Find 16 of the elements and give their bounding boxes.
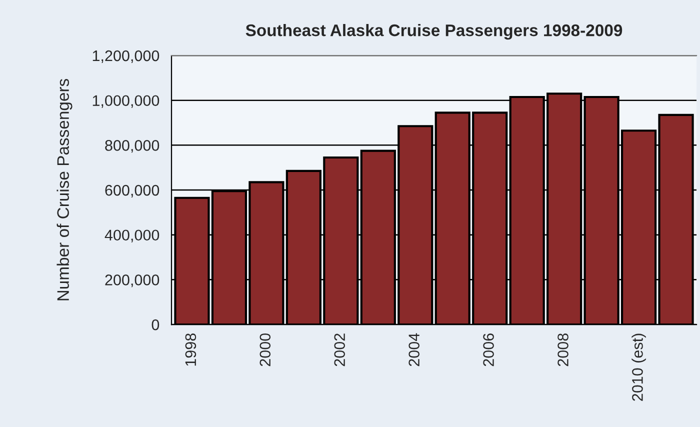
y-tick-label: 800,000	[105, 140, 160, 153]
x-tick-label: 1998	[185, 334, 196, 366]
y-tick-label: 0	[152, 319, 160, 330]
y-tick-label: 600,000	[105, 184, 160, 198]
x-tick-label: 2010 (est)	[632, 334, 646, 401]
x-tick-label: 2002	[334, 334, 346, 366]
y-tick-label: 200,000	[105, 274, 160, 288]
y-tick-label: 1,200,000	[92, 50, 160, 63]
y-tick-label: 1,000,000	[92, 95, 160, 108]
x-tick-label: 2004	[408, 333, 420, 366]
y-axis-title: Number of Cruise Passengers	[56, 78, 72, 300]
y-tick-label: 400,000	[104, 230, 160, 242]
x-tick-label: 2006	[483, 334, 494, 366]
x-tick-label: 2008	[558, 334, 568, 366]
x-tick-label: 2000	[260, 333, 271, 366]
chart-title: Southeast Alaska Cruise Passengers 1998-2009	[246, 24, 622, 40]
